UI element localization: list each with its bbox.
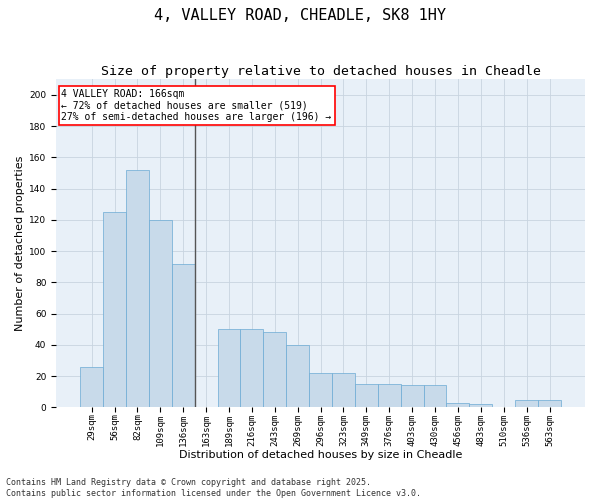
Y-axis label: Number of detached properties: Number of detached properties (15, 156, 25, 331)
Bar (172, 264, 194, 408)
Bar (424, 386, 446, 407)
Bar (332, 373, 355, 408)
X-axis label: Distribution of detached houses by size in Cheadle: Distribution of detached houses by size … (179, 450, 462, 460)
Bar (263, 332, 286, 407)
Text: 4, VALLEY ROAD, CHEADLE, SK8 1HY: 4, VALLEY ROAD, CHEADLE, SK8 1HY (154, 8, 446, 22)
Bar (355, 384, 378, 407)
Bar (469, 404, 492, 407)
Bar (309, 373, 332, 408)
Bar (241, 329, 263, 407)
Bar (446, 402, 469, 407)
Bar (103, 212, 126, 408)
Bar (538, 400, 561, 407)
Bar (401, 386, 424, 407)
Bar (149, 220, 172, 408)
Bar (80, 366, 103, 408)
Bar (218, 329, 241, 407)
Bar (286, 345, 309, 408)
Text: Contains HM Land Registry data © Crown copyright and database right 2025.
Contai: Contains HM Land Registry data © Crown c… (6, 478, 421, 498)
Bar (378, 384, 401, 407)
Bar (126, 170, 149, 408)
Title: Size of property relative to detached houses in Cheadle: Size of property relative to detached ho… (101, 65, 541, 78)
Bar (515, 400, 538, 407)
Text: 4 VALLEY ROAD: 166sqm
← 72% of detached houses are smaller (519)
27% of semi-det: 4 VALLEY ROAD: 166sqm ← 72% of detached … (61, 89, 332, 122)
